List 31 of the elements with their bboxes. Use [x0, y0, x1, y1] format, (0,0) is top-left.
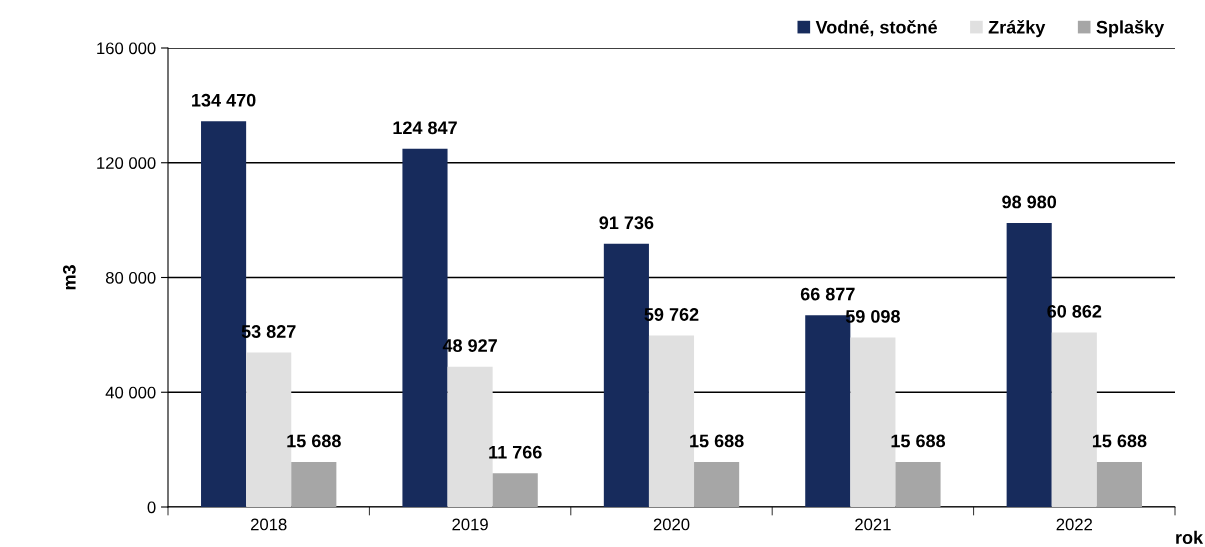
- data-label: 124 847: [393, 121, 457, 135]
- bar: [291, 462, 337, 507]
- data-label: 66 877: [800, 287, 855, 301]
- x-tick-label: 2020: [653, 518, 690, 531]
- legend-label: Vodné, stočné: [815, 19, 937, 37]
- y-tick-label: 160 000: [97, 42, 156, 55]
- data-label: 15 688: [1092, 434, 1147, 448]
- y-tick-label: 80 000: [105, 271, 156, 284]
- y-tick-label: 120 000: [97, 157, 156, 169]
- data-label: 98 980: [1002, 195, 1057, 209]
- data-label: 134 470: [192, 93, 256, 107]
- x-tick-label: 2022: [1056, 518, 1092, 531]
- data-label: 15 688: [287, 434, 341, 448]
- x-tick-label: 2021: [855, 518, 891, 531]
- y-tick-label: 0: [147, 501, 156, 514]
- data-label: 11 766: [489, 445, 542, 459]
- bar: [1096, 462, 1142, 507]
- bar: [492, 473, 538, 507]
- data-label: 91 736: [599, 216, 654, 230]
- data-label: 59 098: [845, 310, 900, 323]
- x-tick-label: 2019: [452, 518, 488, 531]
- x-tick-label: 2018: [251, 518, 287, 531]
- bar: [694, 462, 740, 507]
- x-axis-title: rok: [1176, 530, 1204, 544]
- legend-label: Splašky: [1096, 19, 1165, 38]
- data-label: 15 688: [891, 434, 946, 448]
- y-axis-title: m3: [62, 265, 76, 290]
- legend-label: Zrážky: [988, 19, 1046, 38]
- data-label: 15 688: [690, 434, 744, 448]
- y-tick-label: 40 000: [105, 386, 156, 399]
- bar: [895, 462, 941, 507]
